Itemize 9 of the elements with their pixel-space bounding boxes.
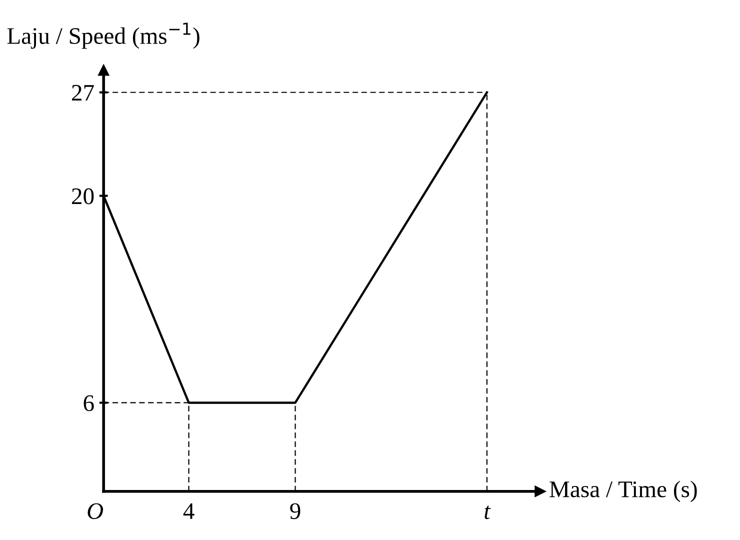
x-axis-title: Masa / Time (s) [550,480,697,502]
x-tick-label: 4 [183,503,194,519]
y-tick-label: 20 [72,188,94,204]
x-tick-label: O [88,503,104,520]
x-tick-label: 9 [290,503,300,520]
y-tick-label: 27 [72,84,94,101]
x-tick-label: t [484,506,491,520]
y-tick-label: 6 [84,395,94,412]
y-axis-title: Laju / Speed (ms$^{−1}$) [7,22,200,49]
